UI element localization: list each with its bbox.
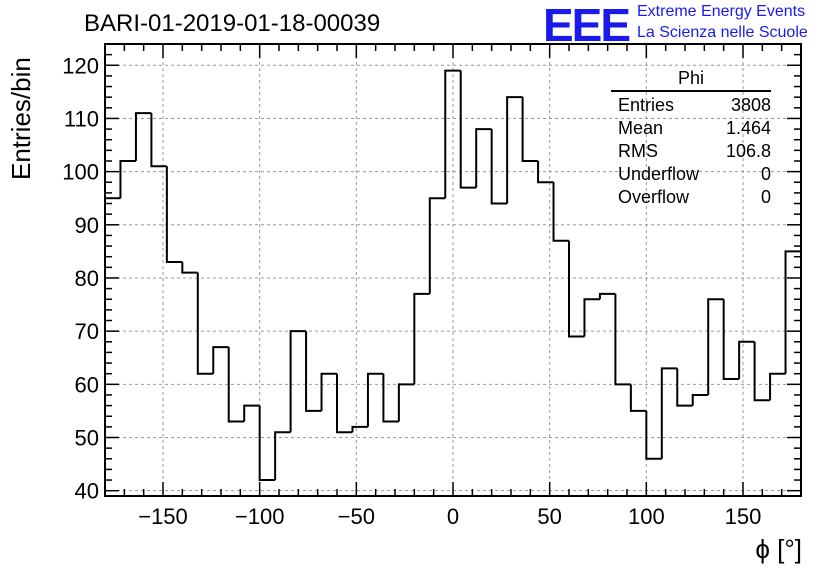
histogram-bin	[506, 96, 523, 204]
histogram-bin	[707, 298, 724, 395]
histogram-bin	[227, 347, 245, 423]
stats-label: Mean	[618, 118, 664, 138]
x-tick-label: 100	[628, 504, 665, 529]
x-tick-label: −100	[235, 504, 285, 529]
axes: −150 −100 −50 0 50 100 150 40 50 60 70 80 90 100 110 12…	[62, 43, 802, 529]
histogram-bin	[320, 372, 337, 411]
stats-row-underflow: Underflow 0	[611, 163, 771, 186]
histogram-bin	[196, 272, 214, 375]
histogram-bin	[738, 340, 755, 380]
stats-row-entries: Entries 3808	[611, 94, 771, 117]
grid-lines	[105, 44, 801, 496]
histogram-bin	[598, 292, 616, 300]
y-tick-label: 60	[75, 372, 99, 397]
x-tick-label: −50	[338, 504, 375, 529]
histogram-bin	[397, 383, 415, 422]
stats-box: Phi Entries 3808 Mean 1.464 RMS 106.8 Un…	[611, 68, 771, 209]
histogram-bin	[722, 299, 740, 381]
histogram-bin	[382, 373, 399, 423]
x-tick-label: −150	[138, 504, 188, 529]
histogram-bin	[336, 373, 353, 434]
histogram-bars	[105, 69, 801, 482]
y-tick-label: 40	[75, 479, 99, 504]
stats-row-rms: RMS 106.8	[611, 140, 771, 163]
eee-logo: EEE	[543, 0, 631, 51]
histogram-bin	[490, 129, 508, 205]
histogram-bin	[521, 97, 539, 162]
histogram-bin	[552, 182, 569, 242]
chart-title: BARI-01-2019-01-18-00039	[84, 10, 381, 37]
stats-value: 0	[760, 164, 771, 184]
histogram-bin	[258, 405, 276, 482]
y-tick-label: 80	[75, 266, 99, 291]
y-tick-label: 70	[75, 319, 99, 344]
histogram-bin	[212, 346, 229, 374]
histogram-bin	[660, 367, 678, 459]
histogram-bin	[537, 160, 554, 184]
histogram-bin	[444, 69, 461, 199]
histogram-bin	[274, 431, 291, 481]
histogram-bin	[305, 331, 322, 412]
stats-value: 0	[760, 187, 771, 207]
x-tick-label: 0	[447, 504, 459, 529]
x-tick-label: 150	[725, 504, 762, 529]
histogram-bin	[583, 298, 600, 337]
y-tick-label: 50	[75, 426, 99, 451]
histogram-bin	[428, 197, 446, 294]
logo-line-1: Extreme Energy Events	[637, 3, 806, 20]
histogram-bin	[645, 410, 662, 460]
histogram-bin	[691, 393, 709, 406]
histogram-bin	[165, 166, 183, 264]
y-tick-label: 90	[75, 213, 99, 238]
histogram-bin	[366, 372, 384, 427]
histogram-bin	[568, 240, 585, 338]
histogram-bin	[150, 113, 167, 168]
stats-value: 1.464	[725, 118, 771, 138]
histogram-bin	[769, 372, 786, 401]
histogram-bin	[119, 159, 136, 199]
y-tick-label: 120	[62, 53, 99, 78]
stats-label: Entries	[618, 95, 675, 115]
histogram-bin	[289, 330, 307, 433]
stats-value: 106.8	[725, 141, 771, 161]
stats-row-overflow: Overflow 0	[611, 186, 771, 209]
histogram-bin	[351, 425, 368, 433]
histogram-bin	[614, 293, 631, 386]
histogram-bin	[784, 250, 801, 374]
histogram-bin	[413, 292, 430, 385]
histogram-bin	[753, 341, 771, 402]
x-tick-label: 50	[537, 504, 561, 529]
histogram-bin	[243, 404, 260, 422]
histogram-bin	[629, 384, 647, 412]
y-tick-label: 100	[62, 160, 99, 185]
stats-value: 3808	[730, 95, 771, 115]
stats-row-mean: Mean 1.464	[611, 117, 771, 140]
x-axis-label: ϕ [°]	[755, 534, 802, 564]
histogram-bin	[676, 368, 693, 407]
y-tick-label: 110	[64, 106, 99, 131]
stats-label: Overflow	[618, 187, 690, 207]
histogram-bin	[459, 70, 477, 189]
logo-line-2: La Scienza nelle Scuole	[637, 24, 808, 41]
histogram-bin	[134, 112, 152, 161]
histogram-bin	[475, 128, 492, 188]
y-axis-label: Entries/bin	[6, 57, 36, 180]
stats-label: Underflow	[618, 164, 700, 184]
histogram-bin	[181, 262, 198, 274]
stats-title: Phi	[611, 68, 771, 92]
stats-label: RMS	[618, 141, 658, 161]
